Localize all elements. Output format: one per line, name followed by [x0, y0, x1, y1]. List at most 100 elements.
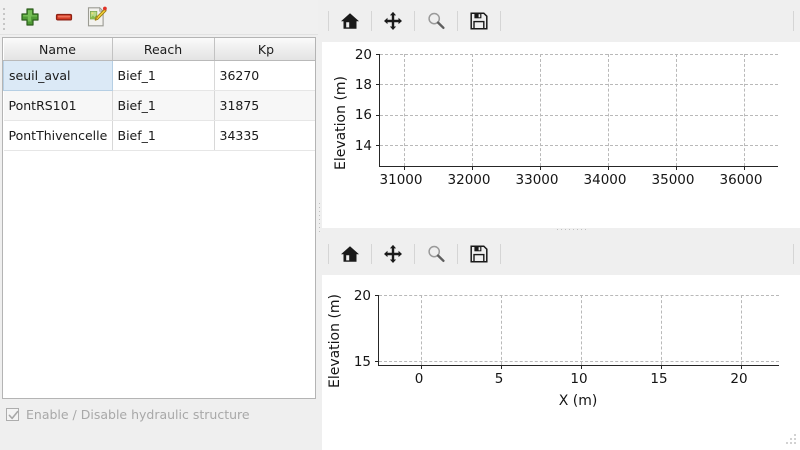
longitudinal-profile-canvas[interactable]: Elevation (m) — [322, 42, 800, 228]
save-icon — [470, 245, 488, 263]
home-button[interactable] — [335, 7, 365, 35]
save-button[interactable] — [464, 240, 494, 268]
gridline-x — [420, 295, 422, 365]
gridline-x — [740, 295, 742, 365]
table-header-row: Name Reach Kp — [3, 38, 315, 61]
toolbar-separator — [328, 11, 329, 31]
save-button[interactable] — [464, 7, 494, 35]
gridline-x — [539, 54, 541, 166]
x-tick-label: 20 — [730, 371, 748, 387]
y-tick-label: 14 — [354, 138, 372, 154]
gridline-x — [676, 54, 678, 166]
cell-kp[interactable]: 36270 — [214, 60, 315, 91]
y-tick-label: 16 — [354, 107, 372, 123]
x-tick-label: 0 — [414, 371, 424, 387]
plot-toolbar-bottom — [322, 233, 800, 275]
table-row[interactable]: PontThivencelle Bief_1 34335 — [3, 120, 315, 151]
cell-reach[interactable]: Bief_1 — [112, 120, 215, 151]
column-header-name[interactable]: Name — [3, 38, 113, 61]
tick-y — [376, 84, 380, 86]
cell-name[interactable]: PontRS101 — [3, 90, 113, 121]
gridline-y — [380, 144, 778, 146]
tick-x — [660, 365, 662, 369]
x-tick-label: 15 — [650, 371, 668, 387]
y-axis-label: Elevation (m) — [327, 293, 343, 389]
zoom-icon — [428, 12, 445, 29]
gridline-x — [500, 295, 502, 365]
home-icon — [341, 13, 359, 29]
y-tick-label: 15 — [353, 354, 371, 370]
cross-section-panel: Elevation (m) 20 — [322, 233, 800, 450]
cross-section-canvas[interactable]: Elevation (m) 20 — [322, 275, 800, 450]
tick-x — [539, 166, 542, 170]
y-tick-label: 18 — [354, 77, 372, 93]
minus-icon — [55, 13, 73, 21]
x-tick-label: 10 — [570, 371, 588, 387]
tick-y — [376, 54, 380, 56]
x-tick-label: 35000 — [651, 172, 695, 188]
vertical-splitter[interactable] — [318, 0, 322, 450]
enable-structure-row[interactable]: Enable / Disable hydraulic structure — [6, 407, 250, 422]
cell-kp[interactable]: 31875 — [214, 90, 315, 121]
window-resize-grip[interactable] — [784, 434, 797, 447]
cell-name[interactable]: PontThivencelle — [3, 120, 113, 151]
home-button[interactable] — [335, 240, 365, 268]
tick-x — [740, 365, 742, 369]
add-structure-button[interactable] — [18, 5, 42, 29]
edit-structure-button[interactable] — [84, 5, 108, 29]
gridline-x — [744, 54, 746, 166]
plot-area — [376, 54, 778, 170]
gridline-y — [380, 84, 778, 86]
x-tick-label: 33000 — [515, 172, 559, 188]
cell-reach[interactable]: Bief_1 — [112, 90, 215, 121]
y-tick-label: 20 — [354, 47, 372, 63]
tick-y — [375, 361, 379, 363]
toolbar-separator — [414, 11, 415, 31]
splitter-grip — [557, 229, 586, 230]
tick-x — [471, 166, 474, 170]
x-tick-label: 31000 — [379, 172, 423, 188]
toolbar-separator — [457, 244, 458, 264]
cell-kp[interactable]: 34335 — [214, 120, 315, 151]
cell-reach[interactable]: Bief_1 — [112, 60, 215, 91]
home-icon — [341, 246, 359, 262]
horizontal-splitter[interactable] — [322, 228, 800, 233]
x-tick-label: 36000 — [719, 172, 763, 188]
toolbar-separator — [371, 244, 372, 264]
toolbar-separator — [457, 11, 458, 31]
pan-button[interactable] — [378, 7, 408, 35]
tick-x — [608, 166, 610, 170]
delete-structure-button[interactable] — [52, 5, 76, 29]
toolbar-separator — [500, 11, 501, 31]
zoom-icon — [428, 245, 445, 262]
x-tick-label: 34000 — [583, 172, 627, 188]
pan-icon — [384, 11, 402, 30]
x-tick-label: 32000 — [447, 172, 491, 188]
table-row[interactable]: seuil_aval Bief_1 36270 — [3, 60, 315, 91]
enable-structure-label: Enable / Disable hydraulic structure — [26, 407, 250, 422]
column-header-kp[interactable]: Kp — [214, 38, 315, 61]
structures-table-container[interactable]: Name Reach Kp seuil_aval Bief_1 36270 Po… — [2, 37, 316, 399]
plot-area — [375, 295, 779, 369]
zoom-button[interactable] — [421, 240, 451, 268]
column-header-reach[interactable]: Reach — [112, 38, 215, 61]
enable-structure-checkbox[interactable] — [6, 408, 19, 421]
toolbar-separator — [414, 244, 415, 264]
plot-toolbar-top — [322, 0, 800, 42]
gridline-x — [471, 54, 473, 166]
zoom-button[interactable] — [421, 7, 451, 35]
gridline-x — [403, 54, 405, 166]
table-row[interactable]: PontRS101 Bief_1 31875 — [3, 90, 315, 121]
toolbar-separator — [793, 11, 794, 31]
structures-table: Name Reach Kp seuil_aval Bief_1 36270 Po… — [3, 38, 315, 151]
structures-toolbar — [0, 0, 318, 35]
pan-button[interactable] — [378, 240, 408, 268]
tick-x — [744, 166, 746, 170]
gridline-y — [380, 114, 778, 116]
toolbar-drag-handle[interactable] — [3, 8, 8, 30]
gridline-y — [379, 361, 779, 363]
y-tick-label: 20 — [353, 288, 371, 304]
cell-name[interactable]: seuil_aval — [3, 60, 113, 91]
tick-x — [580, 365, 582, 369]
